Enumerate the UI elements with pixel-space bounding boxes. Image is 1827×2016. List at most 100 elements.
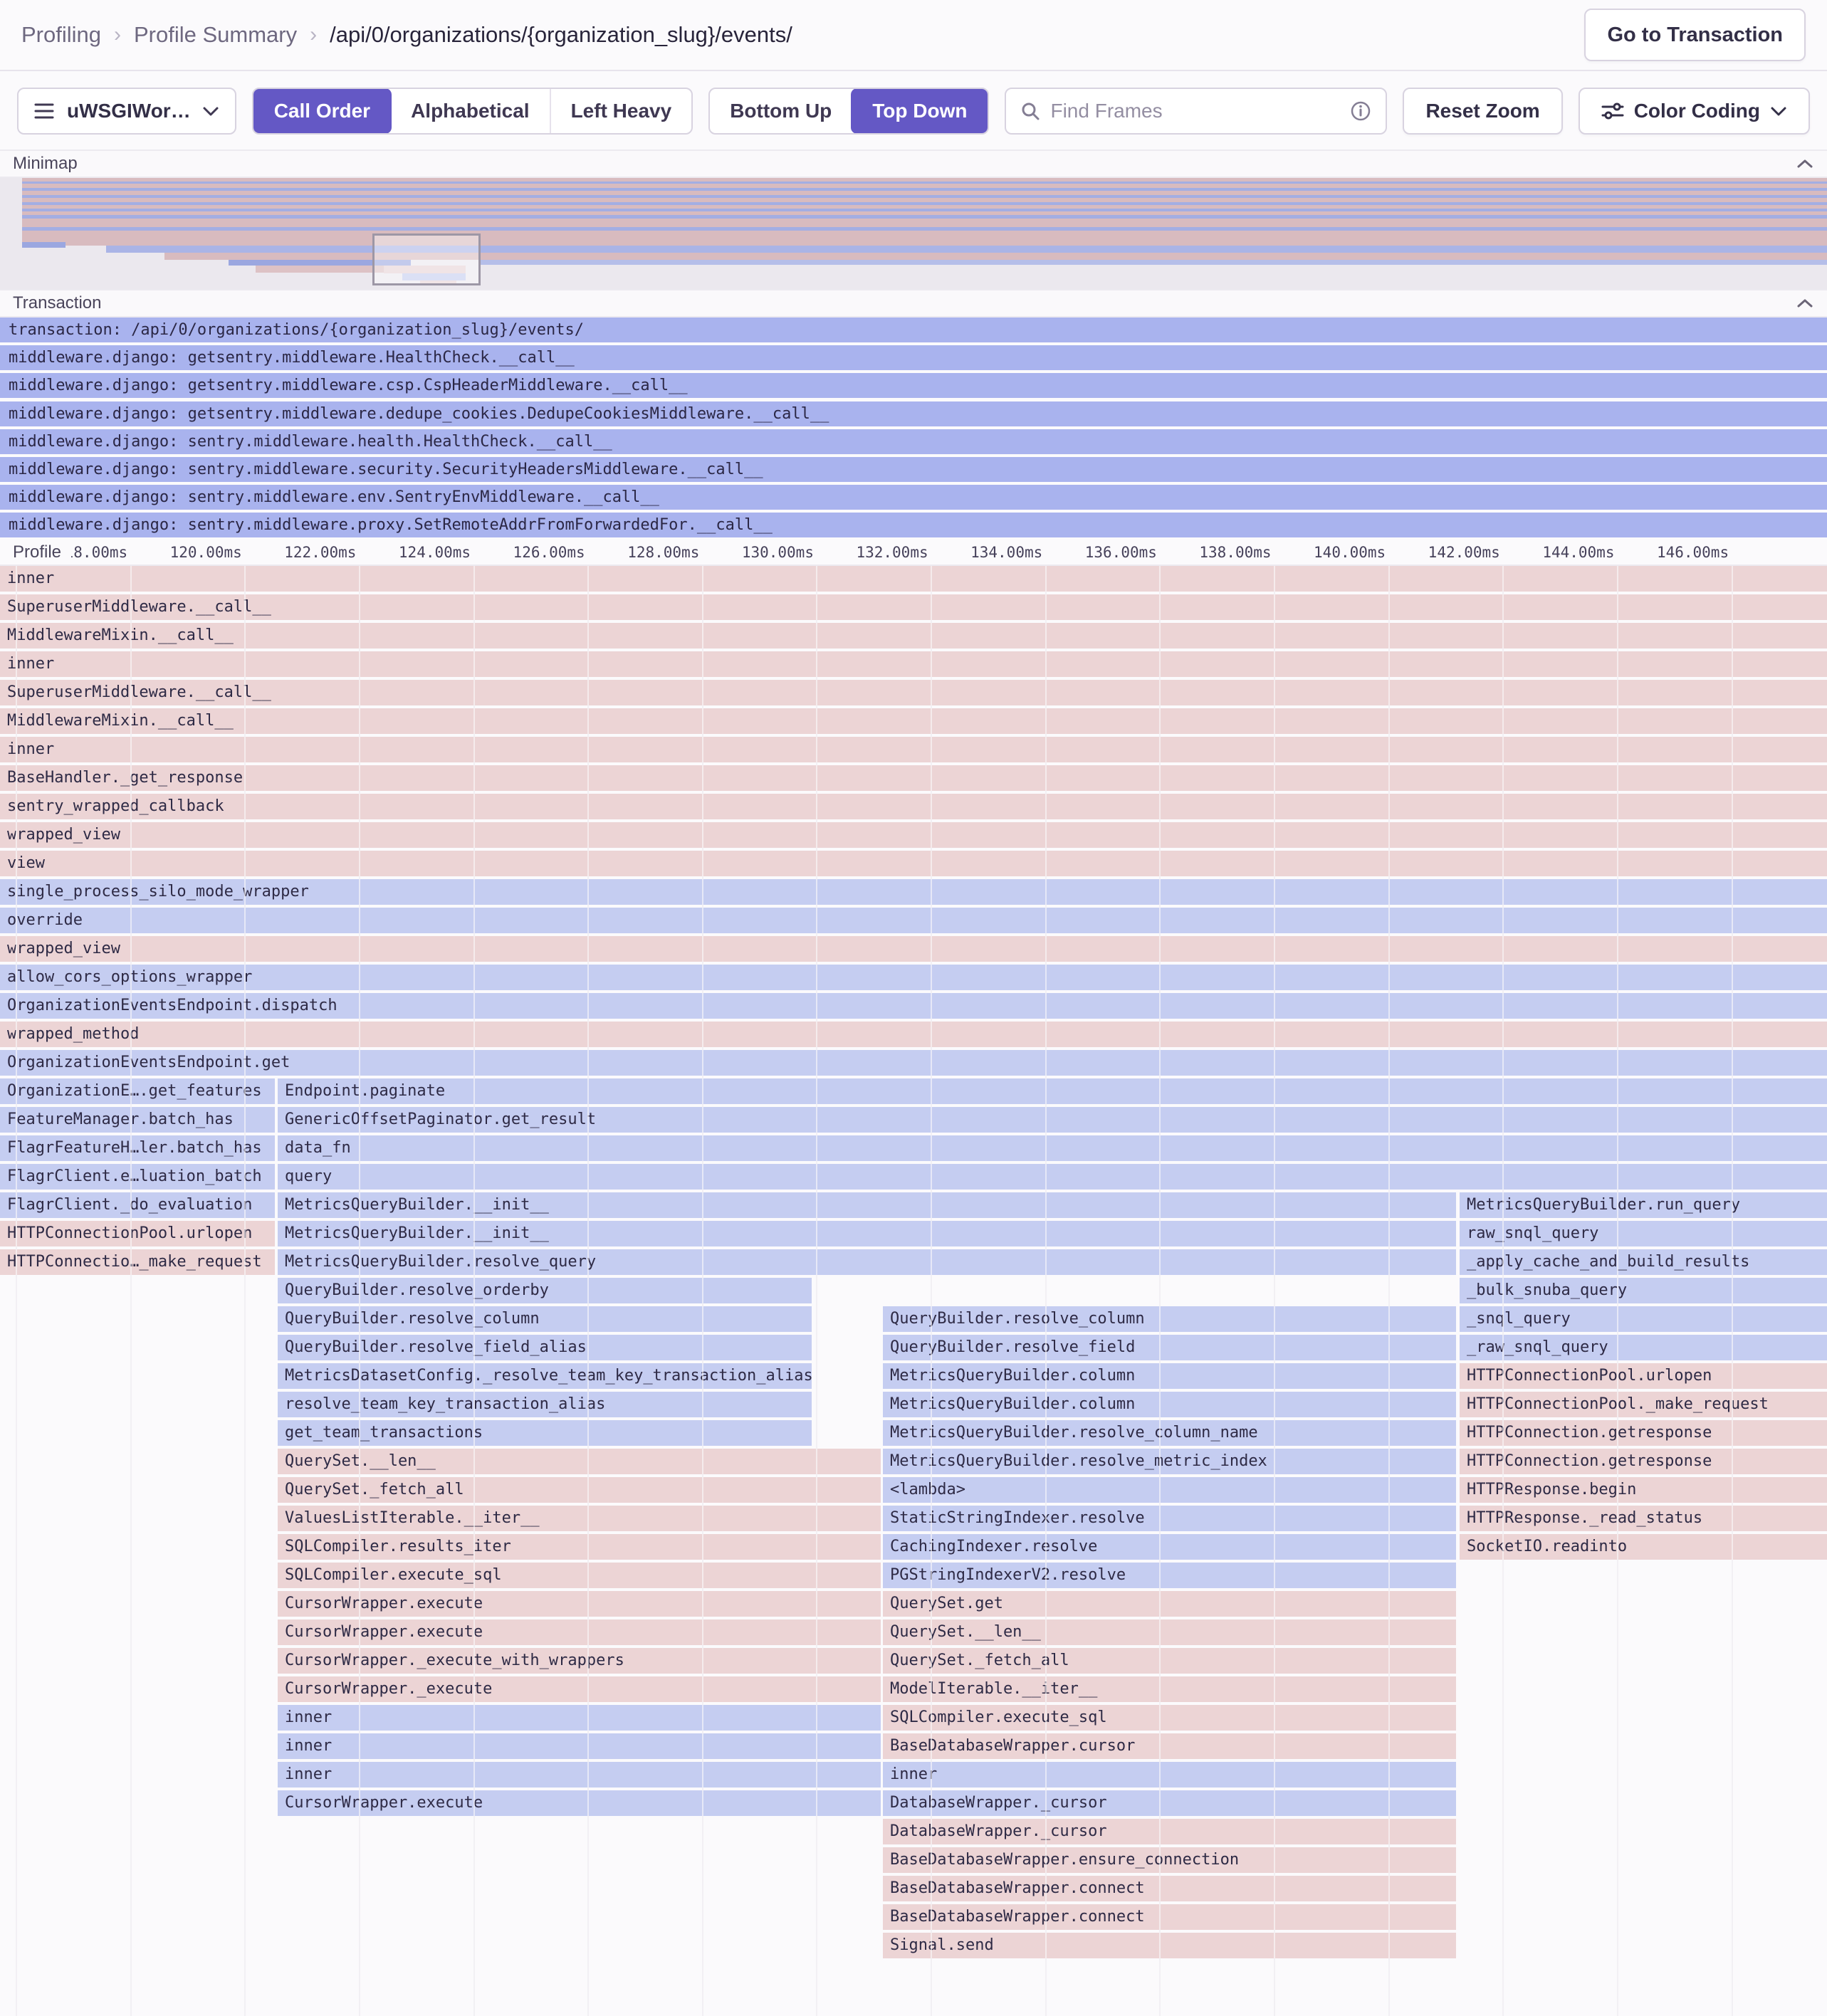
flamegraph-frame[interactable]: SuperuserMiddleware.__call__ (0, 680, 1827, 705)
flamegraph-frame[interactable]: data_fn (278, 1135, 1827, 1161)
view-option-top-down[interactable]: Top Down (851, 89, 988, 133)
flamegraph-frame[interactable]: SQLCompiler.execute_sql (278, 1563, 881, 1588)
flamegraph-frame[interactable]: HTTPConnectionPool._make_request (1460, 1392, 1827, 1417)
flamegraph-frame[interactable]: ModelIterable.__iter__ (883, 1676, 1456, 1702)
flamegraph-frame[interactable]: QueryBuilder.resolve_column (883, 1306, 1456, 1332)
flamegraph-frame[interactable]: BaseHandler._get_response (0, 765, 1827, 791)
flamegraph-frame[interactable]: QueryBuilder.resolve_field_alias (278, 1335, 812, 1360)
flamegraph-frame[interactable]: HTTPResponse._read_status (1460, 1506, 1827, 1531)
flamegraph-frame[interactable]: single_process_silo_mode_wrapper (0, 879, 1827, 905)
flamegraph-frame[interactable]: _apply_cache_and_build_results (1460, 1249, 1827, 1275)
breadcrumb-item[interactable]: Profile Summary (134, 22, 298, 47)
flamegraph-frame[interactable]: StaticStringIndexer.resolve (883, 1506, 1456, 1531)
flamegraph-canvas[interactable]: inner SuperuserMiddleware.__call__ Middlew… (0, 566, 1827, 2016)
flamegraph-frame[interactable]: MetricsQueryBuilder.column (883, 1363, 1456, 1389)
flamegraph-frame[interactable]: MetricsQueryBuilder.__init__ (278, 1221, 1456, 1246)
flamegraph-frame[interactable]: _bulk_snuba_query (1460, 1278, 1827, 1303)
flamegraph-frame[interactable]: wrapped_view (0, 936, 1827, 962)
flamegraph-frame[interactable]: MetricsQueryBuilder.column (883, 1392, 1456, 1417)
search-input[interactable] (1050, 100, 1341, 122)
flamegraph-frame[interactable]: CursorWrapper.execute (278, 1591, 881, 1617)
transaction-span-bar[interactable]: transaction: /api/0/organizations/{organ… (0, 317, 1827, 342)
flamegraph-frame[interactable]: _raw_snql_query (1460, 1335, 1827, 1360)
flamegraph-frame[interactable]: <lambda> (883, 1477, 1456, 1503)
flamegraph-frame[interactable]: BaseDatabaseWrapper.cursor (883, 1733, 1456, 1759)
flamegraph-frame[interactable]: HTTPConnectionPool.urlopen (1460, 1363, 1827, 1389)
flamegraph-frame[interactable]: MiddlewareMixin.__call__ (0, 623, 1827, 649)
flamegraph-frame[interactable]: MetricsQueryBuilder.__init__ (278, 1192, 1456, 1218)
transaction-span-bar[interactable]: middleware.django: sentry.middleware.pro… (0, 513, 1827, 538)
flamegraph-frame[interactable]: FlagrClient._do_evaluation (0, 1192, 275, 1218)
view-option-bottom-up[interactable]: Bottom Up (730, 100, 832, 122)
flamegraph-frame[interactable]: BaseDatabaseWrapper.connect (883, 1876, 1456, 1901)
flamegraph-frame[interactable]: _snql_query (1460, 1306, 1827, 1332)
flamegraph-frame[interactable]: OrganizationEventsEndpoint.get (0, 1050, 1827, 1076)
breadcrumb-item[interactable]: Profiling (21, 22, 101, 47)
reset-zoom-button[interactable]: Reset Zoom (1403, 88, 1563, 135)
transaction-span-bar[interactable]: middleware.django: sentry.middleware.sec… (0, 457, 1827, 482)
flamegraph-frame[interactable]: QueryBuilder.resolve_orderby (278, 1278, 812, 1303)
flamegraph-frame[interactable]: FeatureManager.batch_has (0, 1107, 275, 1133)
flamegraph-frame[interactable]: MetricsDatasetConfig._resolve_team_key_t… (278, 1363, 812, 1389)
flamegraph-frame[interactable]: CursorWrapper.execute (278, 1790, 881, 1816)
flamegraph-frame[interactable]: sentry_wrapped_callback (0, 794, 1827, 819)
flamegraph-frame[interactable]: wrapped_view (0, 822, 1827, 848)
minimap-canvas[interactable] (0, 178, 1827, 289)
flamegraph-frame[interactable]: BaseDatabaseWrapper.connect (883, 1904, 1456, 1930)
flamegraph-frame[interactable]: inner (278, 1733, 881, 1759)
transaction-span-bar[interactable]: middleware.django: getsentry.middleware.… (0, 345, 1827, 371)
flamegraph-frame[interactable]: get_team_transactions (278, 1420, 812, 1446)
flamegraph-frame[interactable]: QuerySet._fetch_all (278, 1477, 881, 1503)
flamegraph-frame[interactable]: inner (278, 1705, 881, 1731)
flamegraph-frame[interactable]: CursorWrapper._execute_with_wrappers (278, 1648, 881, 1674)
flamegraph-frame[interactable]: SQLCompiler.execute_sql (883, 1705, 1456, 1731)
flamegraph-frame[interactable]: HTTPConnectio…_make_request (0, 1249, 275, 1275)
flamegraph-frame[interactable]: CursorWrapper._execute (278, 1676, 881, 1702)
flamegraph-frame[interactable]: ValuesListIterable.__iter__ (278, 1506, 881, 1531)
sort-option-call-order[interactable]: Call Order (253, 89, 392, 133)
flamegraph-frame[interactable]: BaseDatabaseWrapper.ensure_connection (883, 1847, 1456, 1873)
flamegraph-frame[interactable]: OrganizationEventsEndpoint.dispatch (0, 993, 1827, 1019)
flamegraph-frame[interactable]: inner (0, 566, 1827, 592)
flamegraph-frame[interactable]: raw_snql_query (1460, 1221, 1827, 1246)
transaction-span-bar[interactable]: middleware.django: sentry.middleware.hea… (0, 429, 1827, 454)
flamegraph-frame[interactable]: DatabaseWrapper._cursor (883, 1819, 1456, 1844)
minimap-viewport-handle[interactable] (372, 233, 481, 286)
flamegraph-frame[interactable]: HTTPConnection.getresponse (1460, 1420, 1827, 1446)
flamegraph-frame[interactable]: OrganizationE….get_features (0, 1078, 275, 1104)
flamegraph-frame[interactable]: view (0, 851, 1827, 876)
flamegraph-frame[interactable]: MetricsQueryBuilder.resolve_query (278, 1249, 1456, 1275)
flamegraph-frame[interactable]: MetricsQueryBuilder.resolve_column_name (883, 1420, 1456, 1446)
flamegraph-frame[interactable]: FlagrClient.e…luation_batch (0, 1164, 275, 1190)
flamegraph-frame[interactable]: inner (0, 737, 1827, 762)
flamegraph-frame[interactable]: HTTPConnectionPool.urlopen (0, 1221, 275, 1246)
flamegraph-frame[interactable]: QueryBuilder.resolve_field (883, 1335, 1456, 1360)
flamegraph-frame[interactable]: inner (0, 651, 1827, 677)
flamegraph-frame[interactable]: SuperuserMiddleware.__call__ (0, 594, 1827, 620)
flamegraph-frame[interactable]: inner (278, 1762, 881, 1787)
thread-selector[interactable]: uWSGIWor… (17, 88, 236, 135)
transaction-span-bar[interactable]: middleware.django: getsentry.middleware.… (0, 401, 1827, 426)
flamegraph-frame[interactable]: MetricsQueryBuilder.resolve_metric_index (883, 1449, 1456, 1474)
flamegraph-frame[interactable]: QuerySet._fetch_all (883, 1648, 1456, 1674)
flamegraph-frame[interactable]: HTTPResponse.begin (1460, 1477, 1827, 1503)
flamegraph-frame[interactable]: GenericOffsetPaginator.get_result (278, 1107, 1827, 1133)
flamegraph-frame[interactable]: allow_cors_options_wrapper (0, 965, 1827, 990)
flamegraph-frame[interactable]: inner (883, 1762, 1456, 1787)
sort-option-left-heavy[interactable]: Left Heavy (549, 89, 692, 133)
breadcrumb-item[interactable]: /api/0/organizations/{organization_slug}… (330, 22, 792, 47)
collapse-minimap-icon[interactable] (1796, 158, 1814, 169)
sort-option-alphabetical[interactable]: Alphabetical (411, 100, 530, 122)
flamegraph-frame[interactable]: MetricsQueryBuilder.run_query (1460, 1192, 1827, 1218)
go-to-transaction-button[interactable]: Go to Transaction (1584, 9, 1806, 61)
flamegraph-frame[interactable]: Endpoint.paginate (278, 1078, 1827, 1104)
flamegraph-frame[interactable]: QuerySet.__len__ (883, 1619, 1456, 1645)
flamegraph-frame[interactable]: DatabaseWrapper._cursor (883, 1790, 1456, 1816)
flamegraph-frame[interactable]: PGStringIndexerV2.resolve (883, 1563, 1456, 1588)
flamegraph-frame[interactable]: query (278, 1164, 1827, 1190)
transaction-span-bar[interactable]: middleware.django: getsentry.middleware.… (0, 373, 1827, 399)
flamegraph-frame[interactable]: HTTPConnection.getresponse (1460, 1449, 1827, 1474)
flamegraph-frame[interactable]: FlagrFeatureH…ler.batch_has (0, 1135, 275, 1161)
flamegraph-frame[interactable]: QuerySet.__len__ (278, 1449, 881, 1474)
flamegraph-frame[interactable]: SocketIO.readinto (1460, 1534, 1827, 1560)
